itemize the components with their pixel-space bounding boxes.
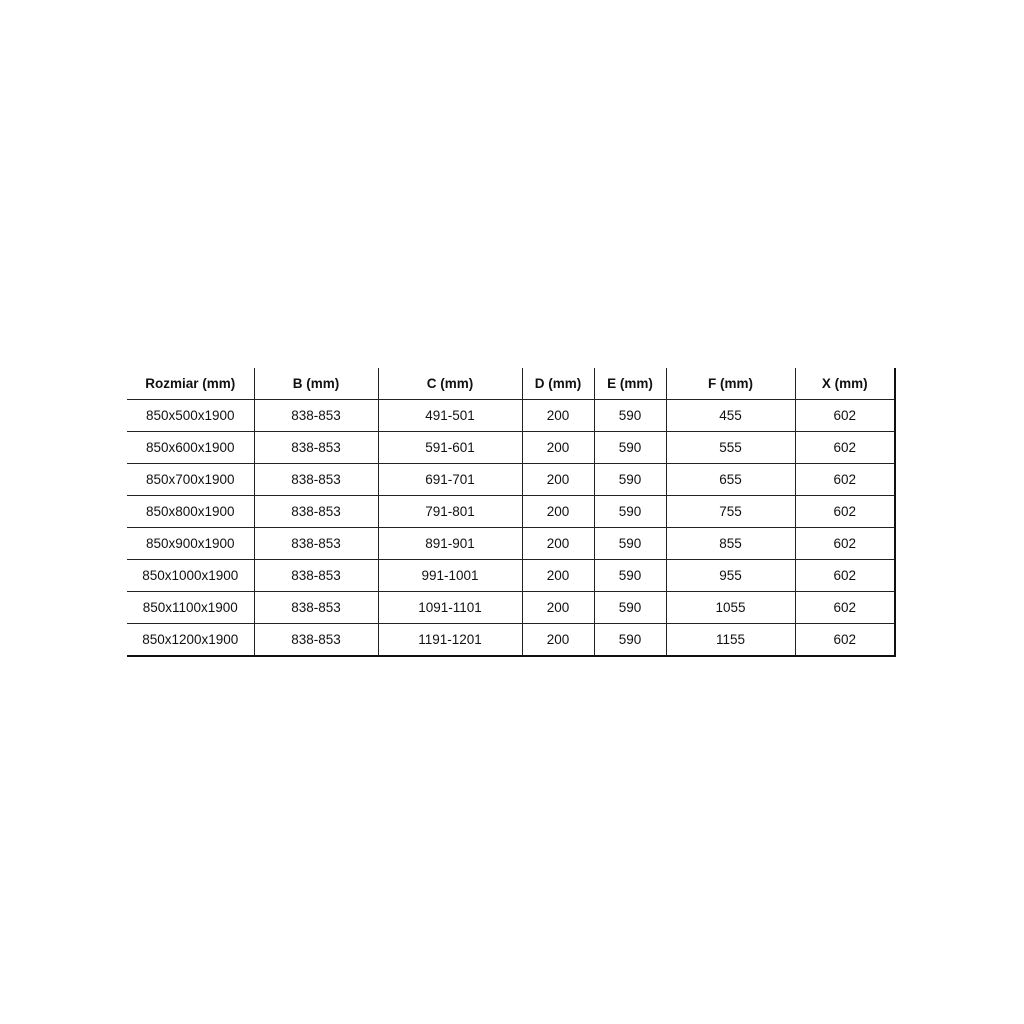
table-cell: 991-1001 xyxy=(378,559,523,592)
table-cell: 602 xyxy=(795,527,896,560)
table-cell: 491-501 xyxy=(378,399,523,432)
table-row: 850x1100x1900 838-853 1091-1101 200 590 1055 6… xyxy=(127,591,896,624)
table-cell: 200 xyxy=(522,559,595,592)
table-cell: 838-853 xyxy=(254,463,379,496)
table-cell: 838-853 xyxy=(254,431,379,464)
table-cell: 200 xyxy=(522,399,595,432)
column-header: D (mm) xyxy=(522,368,595,400)
table-cell: 850x1000x1900 xyxy=(127,559,255,592)
table-row: 850x800x1900 838-853 791-801 200 590 755 602 xyxy=(127,495,896,528)
table-cell: 602 xyxy=(795,399,896,432)
table-cell: 1091-1101 xyxy=(378,591,523,624)
table-cell: 590 xyxy=(594,399,667,432)
table-cell: 838-853 xyxy=(254,399,379,432)
table-cell: 850x500x1900 xyxy=(127,399,255,432)
table-cell: 590 xyxy=(594,623,667,657)
table-cell: 590 xyxy=(594,591,667,624)
dimensions-table: Rozmiar (mm) B (mm) C (mm) D (mm) E (mm) F (m… xyxy=(127,368,896,657)
table-cell: 602 xyxy=(795,431,896,464)
table-cell: 200 xyxy=(522,527,595,560)
column-header: E (mm) xyxy=(594,368,667,400)
table-cell: 850x600x1900 xyxy=(127,431,255,464)
table-cell: 591-601 xyxy=(378,431,523,464)
table-cell: 590 xyxy=(594,527,667,560)
table-cell: 691-701 xyxy=(378,463,523,496)
table-cell: 590 xyxy=(594,559,667,592)
table-cell: 602 xyxy=(795,559,896,592)
table-row: 850x500x1900 838-853 491-501 200 590 455 602 xyxy=(127,399,896,432)
table-cell: 838-853 xyxy=(254,623,379,657)
table-cell: 955 xyxy=(666,559,796,592)
table-cell: 602 xyxy=(795,591,896,624)
table-cell: 602 xyxy=(795,623,896,657)
table-cell: 850x700x1900 xyxy=(127,463,255,496)
table-cell: 590 xyxy=(594,431,667,464)
table-cell: 891-901 xyxy=(378,527,523,560)
table-cell: 655 xyxy=(666,463,796,496)
table-cell: 555 xyxy=(666,431,796,464)
table-cell: 838-853 xyxy=(254,591,379,624)
table-cell: 850x1200x1900 xyxy=(127,623,255,657)
table-cell: 590 xyxy=(594,463,667,496)
table-row: 850x1000x1900 838-853 991-1001 200 590 955 602 xyxy=(127,559,896,592)
table-cell: 855 xyxy=(666,527,796,560)
table-row: 850x600x1900 838-853 591-601 200 590 555 602 xyxy=(127,431,896,464)
column-header: C (mm) xyxy=(378,368,523,400)
table-cell: 200 xyxy=(522,431,595,464)
column-header: Rozmiar (mm) xyxy=(127,368,255,400)
table-cell: 1055 xyxy=(666,591,796,624)
table-cell: 1191-1201 xyxy=(378,623,523,657)
table-cell: 200 xyxy=(522,591,595,624)
table-cell: 838-853 xyxy=(254,527,379,560)
table-cell: 455 xyxy=(666,399,796,432)
table-cell: 838-853 xyxy=(254,559,379,592)
table-cell: 850x900x1900 xyxy=(127,527,255,560)
table-cell: 590 xyxy=(594,495,667,528)
table-cell: 200 xyxy=(522,623,595,657)
table-row: 850x1200x1900 838-853 1191-1201 200 590 1155 6… xyxy=(127,623,896,657)
table-cell: 602 xyxy=(795,495,896,528)
table-cell: 791-801 xyxy=(378,495,523,528)
table-row: 850x900x1900 838-853 891-901 200 590 855 602 xyxy=(127,527,896,560)
header-row: Rozmiar (mm) B (mm) C (mm) D (mm) E (mm) F (m… xyxy=(127,368,896,400)
table-cell: 200 xyxy=(522,495,595,528)
column-header: B (mm) xyxy=(254,368,379,400)
table-cell: 850x1100x1900 xyxy=(127,591,255,624)
table-row: 850x700x1900 838-853 691-701 200 590 655 602 xyxy=(127,463,896,496)
column-header: F (mm) xyxy=(666,368,796,400)
table-cell: 850x800x1900 xyxy=(127,495,255,528)
table-cell: 838-853 xyxy=(254,495,379,528)
table-cell: 755 xyxy=(666,495,796,528)
table-cell: 200 xyxy=(522,463,595,496)
table-cell: 602 xyxy=(795,463,896,496)
table-cell: 1155 xyxy=(666,623,796,657)
column-header: X (mm) xyxy=(795,368,896,400)
